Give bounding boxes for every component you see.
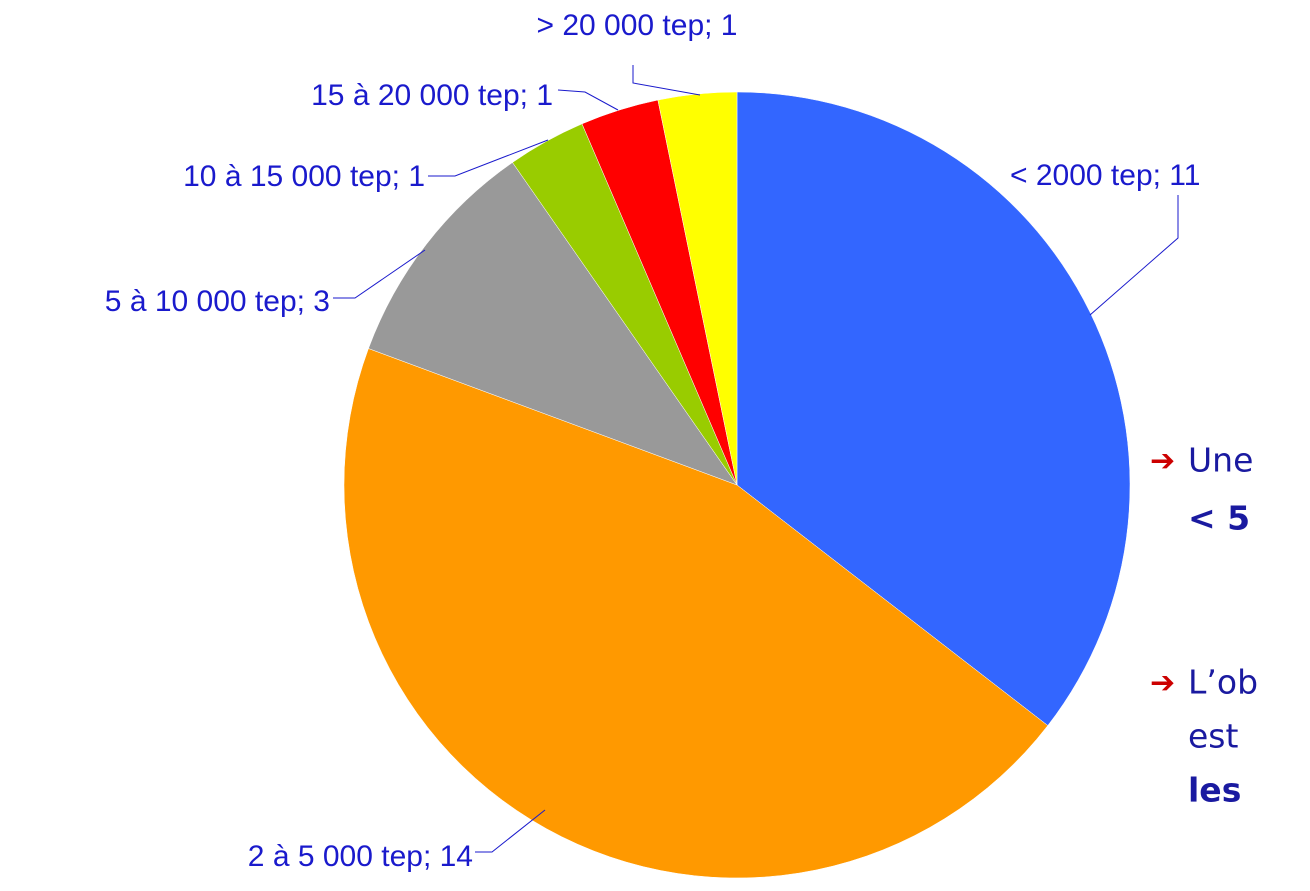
data-label: 5 à 10 000 tep; 3: [105, 285, 330, 318]
note-text: < 5: [1188, 499, 1250, 538]
data-label: 15 à 20 000 tep; 1: [311, 79, 553, 112]
leader-line: [632, 65, 701, 96]
leader-line: [557, 89, 619, 111]
leader-line: [333, 249, 426, 299]
note-marker: ➔: [1150, 666, 1175, 701]
leader-line: [475, 809, 546, 853]
note-text: L’ob: [1188, 663, 1258, 702]
data-label: > 20 000 tep; 1: [536, 9, 737, 42]
note-text: est: [1188, 717, 1238, 756]
note-text: Une: [1188, 441, 1253, 480]
pie-slice: [736, 91, 1131, 726]
leader-line: [428, 139, 549, 177]
data-label: 10 à 15 000 tep; 1: [183, 160, 425, 193]
note-marker: ➔: [1150, 444, 1175, 479]
leader-line: [1089, 195, 1179, 316]
note-text: les: [1188, 771, 1241, 810]
pie-slice: [343, 348, 1049, 879]
data-label: 2 à 5 000 tep; 14: [248, 840, 473, 873]
pie-slice: [368, 162, 738, 486]
data-label: < 2000 tep; 11: [1010, 159, 1200, 192]
